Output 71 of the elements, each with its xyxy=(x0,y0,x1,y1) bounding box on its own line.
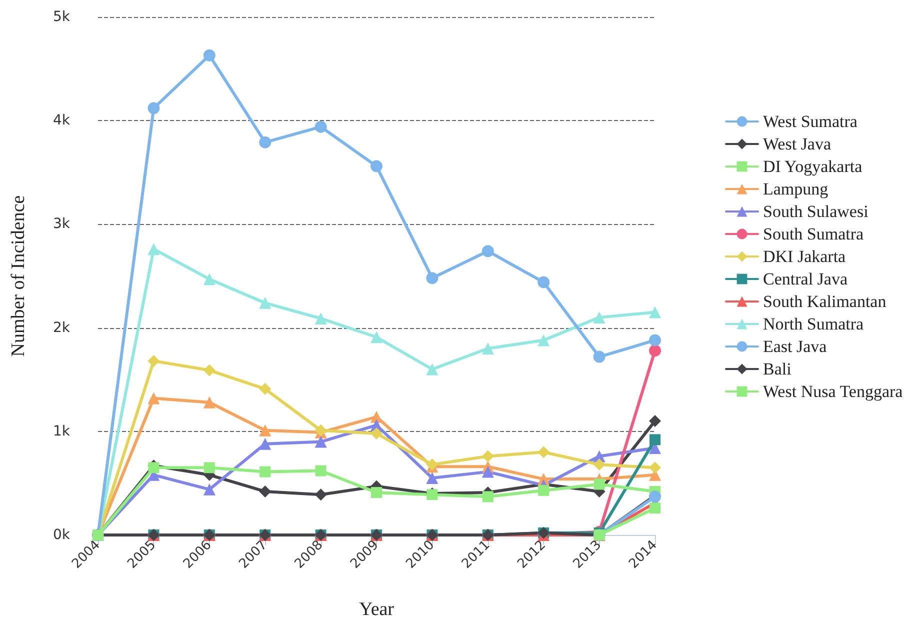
point xyxy=(649,415,661,428)
point xyxy=(538,334,550,346)
legend-label: DI Yogyakarta xyxy=(763,157,863,176)
point xyxy=(482,342,494,355)
point xyxy=(314,488,327,501)
point xyxy=(259,136,272,148)
legend-label: Central Java xyxy=(763,270,848,288)
legend-label: West Java xyxy=(763,134,832,154)
point xyxy=(482,450,494,462)
point xyxy=(315,465,326,476)
legend-label: South Kalimantan xyxy=(763,292,887,311)
point xyxy=(148,392,160,404)
point xyxy=(259,438,272,450)
point xyxy=(203,396,216,408)
y-tick-label: 5k xyxy=(52,9,71,25)
legend-label: DKI Jakarta xyxy=(763,247,846,266)
legend-label: West Sumatra xyxy=(763,112,858,131)
y-tick-label: 4k xyxy=(52,112,71,129)
legend-label: Bali xyxy=(763,360,792,378)
point xyxy=(482,491,494,502)
point xyxy=(259,382,272,395)
point xyxy=(649,306,661,318)
point xyxy=(650,434,660,446)
x-axis-title: Year xyxy=(358,599,395,620)
legend-label: East Java xyxy=(763,337,828,356)
point xyxy=(370,160,382,172)
point xyxy=(538,484,550,496)
point xyxy=(148,102,160,114)
point xyxy=(649,344,661,357)
point xyxy=(593,458,606,471)
point xyxy=(594,478,605,490)
point xyxy=(259,424,272,436)
point xyxy=(314,312,327,324)
y-tick-label: 1k xyxy=(52,423,71,440)
point xyxy=(148,462,160,474)
point xyxy=(649,462,661,474)
legend-label: South Sumatra xyxy=(763,224,864,244)
point xyxy=(314,120,327,133)
point xyxy=(538,276,550,288)
y-tick-label: 0k xyxy=(52,527,71,543)
point xyxy=(370,331,382,344)
point xyxy=(538,446,550,458)
legend-label: Lampung xyxy=(763,180,829,198)
point xyxy=(203,483,216,496)
legend-label: West Nusa Tenggara xyxy=(763,382,904,401)
point xyxy=(203,49,216,62)
point xyxy=(482,245,494,258)
point xyxy=(260,466,271,478)
point xyxy=(426,472,438,484)
point xyxy=(370,427,382,440)
point xyxy=(203,273,216,286)
point xyxy=(426,363,438,376)
point xyxy=(259,296,272,309)
point xyxy=(593,311,606,324)
point xyxy=(593,350,606,363)
point xyxy=(259,485,272,498)
y-axis-title: Number of Incidence xyxy=(8,195,29,357)
legend-label: North Sumatra xyxy=(763,314,864,334)
point xyxy=(314,436,327,448)
point xyxy=(426,272,438,284)
point xyxy=(148,243,160,256)
point xyxy=(482,466,494,478)
point xyxy=(650,502,660,514)
point xyxy=(203,364,216,376)
y-tick-label: 3k xyxy=(52,216,71,232)
y-tick-label: 2k xyxy=(52,320,71,336)
point xyxy=(148,354,160,367)
point xyxy=(649,334,661,346)
legend-label: South Sulawesi xyxy=(763,202,869,221)
point xyxy=(371,487,382,498)
point xyxy=(204,462,215,474)
